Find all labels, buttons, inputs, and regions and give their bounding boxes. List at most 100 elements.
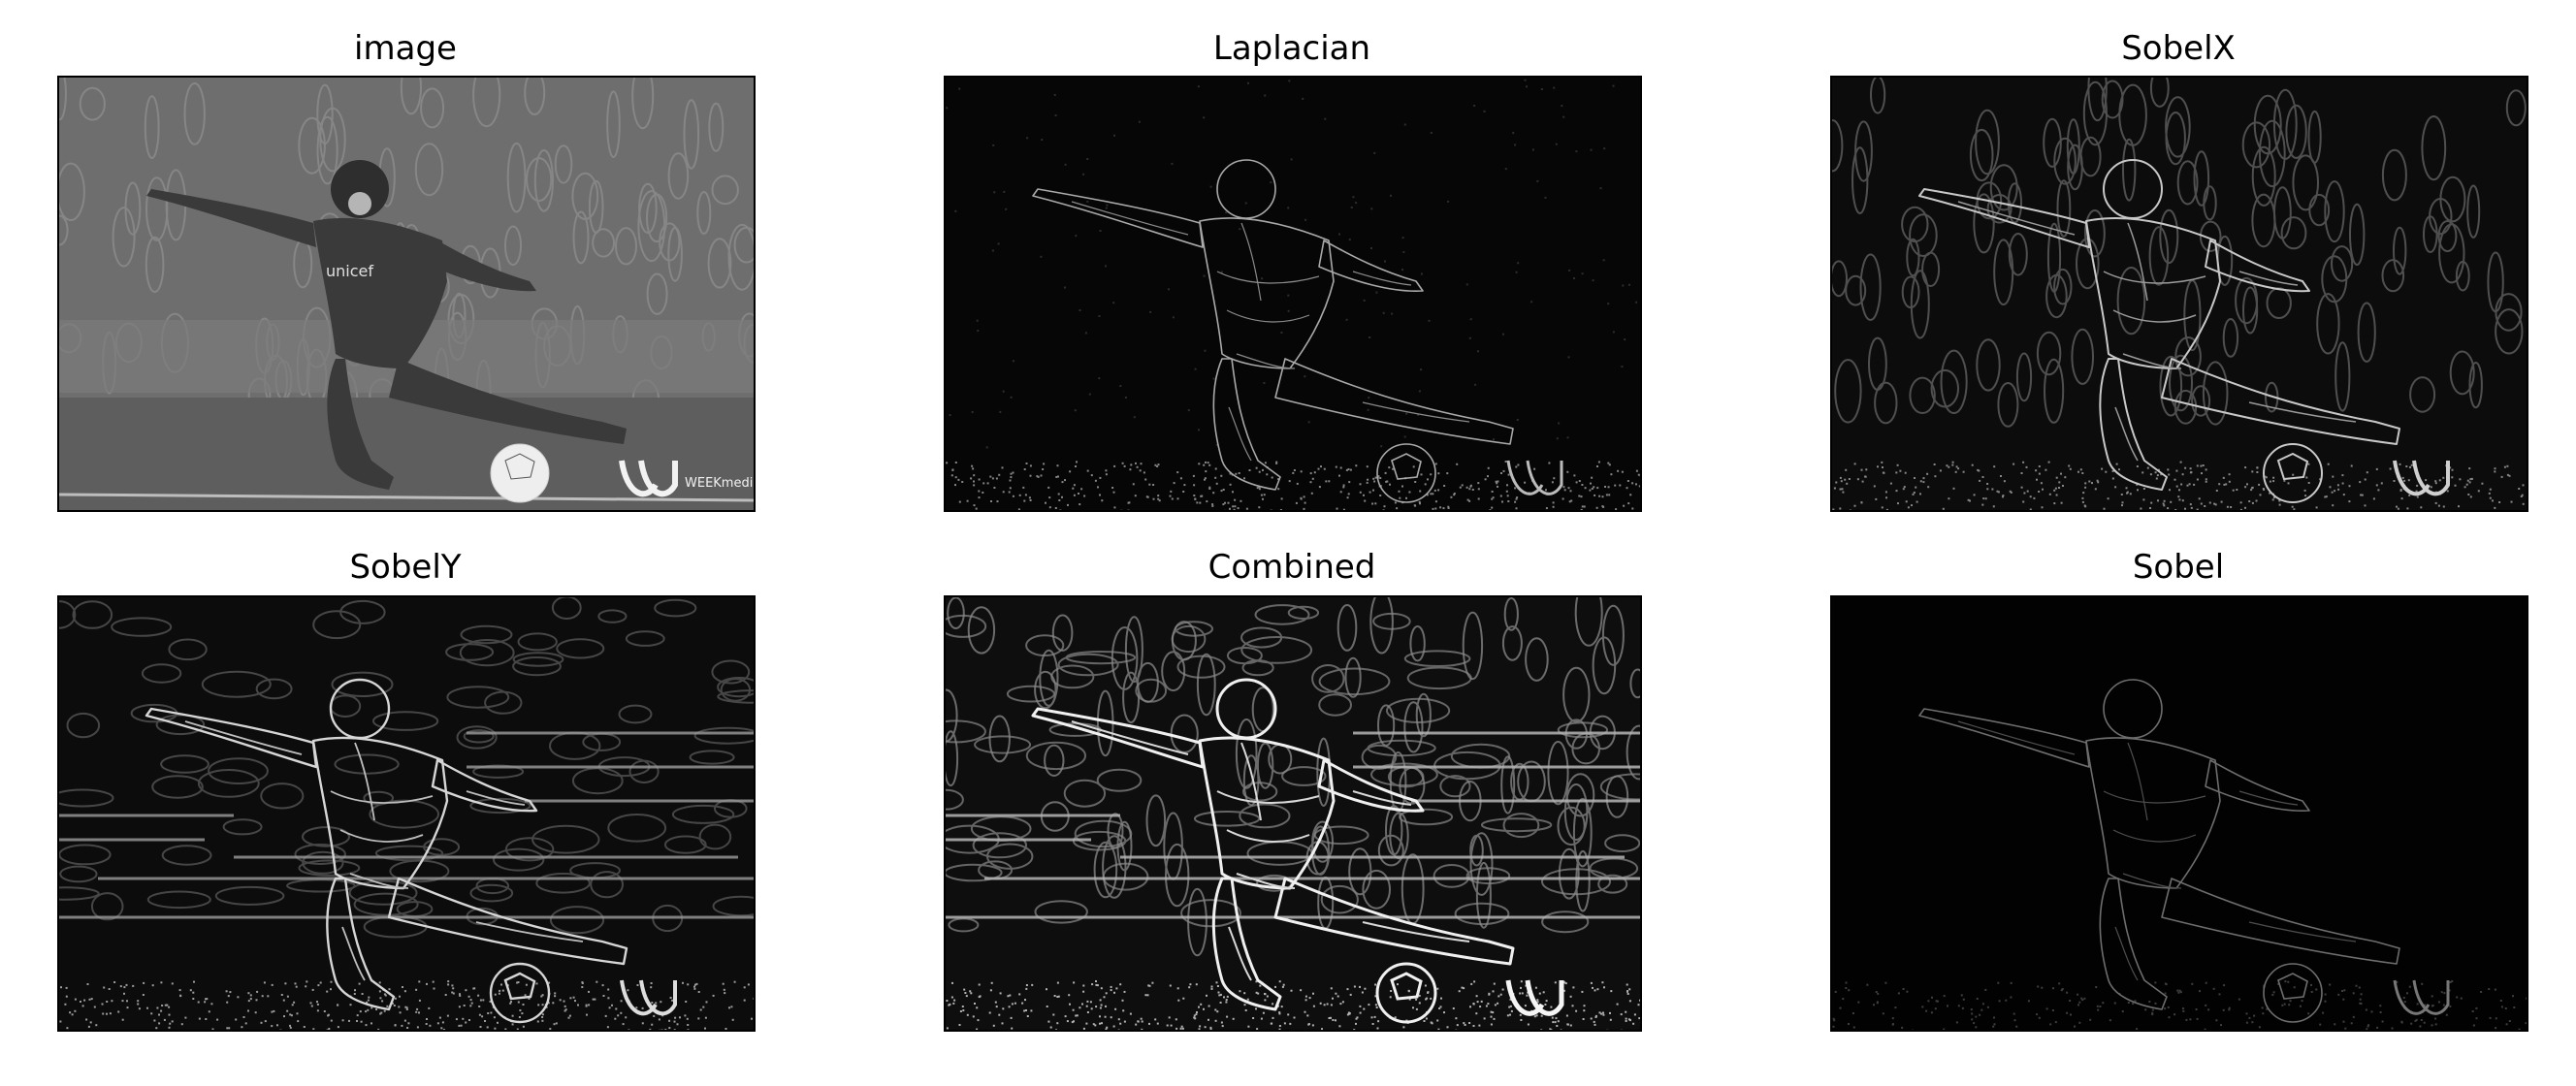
noise-speck — [1992, 505, 1995, 508]
noise-speck — [2449, 466, 2452, 469]
noise-speck — [1170, 490, 1173, 493]
pitch-line — [59, 493, 754, 502]
noise-speck — [2393, 480, 2396, 482]
noise-speck — [1281, 985, 1284, 988]
noise-speck — [975, 507, 978, 510]
noise-speck — [1009, 487, 1012, 490]
noise-speck — [1056, 464, 1059, 467]
noise-speck — [1325, 480, 1328, 483]
noise-speck — [180, 1023, 183, 1026]
noise-speck — [1472, 1003, 1475, 1006]
noise-speck — [1955, 465, 1958, 468]
crowd-edge — [2101, 80, 2124, 119]
noise-speck — [2181, 499, 2184, 502]
crowd-edge — [2122, 138, 2137, 202]
noise-speck — [1632, 1022, 1635, 1025]
noise-speck — [1148, 1022, 1150, 1025]
noise-speck — [1293, 469, 1296, 471]
noise-speck — [405, 1006, 408, 1009]
noise-speck — [1290, 158, 1293, 161]
crowd-edge — [1557, 806, 1586, 846]
noise-speck — [494, 993, 497, 996]
noise-speck — [102, 1012, 105, 1015]
noise-speck — [283, 1015, 285, 1018]
panel-title-sobely: SobelY — [349, 548, 462, 587]
noise-speck — [394, 997, 397, 1000]
noise-speck — [1517, 262, 1520, 265]
noise-speck — [1626, 487, 1628, 490]
noise-speck — [95, 1024, 98, 1027]
noise-speck — [1426, 997, 1429, 1000]
noise-speck — [1259, 984, 1262, 987]
crowd-edge — [1834, 359, 1862, 424]
noise-speck — [977, 1019, 980, 1022]
noise-speck — [1359, 483, 1362, 486]
noise-speck — [608, 1006, 611, 1009]
noise-speck — [1368, 397, 1370, 399]
noise-speck — [724, 992, 726, 995]
noise-speck — [1094, 479, 1097, 482]
noise-speck — [1575, 1009, 1578, 1012]
noise-speck — [2399, 463, 2401, 465]
noise-speck — [1948, 497, 1950, 500]
noise-speck — [1075, 465, 1077, 467]
noise-speck — [2170, 500, 2173, 503]
noise-speck — [2205, 1004, 2207, 1006]
noise-speck — [2196, 464, 2199, 467]
noise-speck — [1140, 463, 1143, 465]
noise-speck — [1371, 1023, 1374, 1025]
crowd-edge — [2015, 352, 2033, 402]
noise-speck — [1010, 396, 1013, 399]
noise-speck — [1082, 173, 1085, 176]
crowd-edge — [2066, 118, 2080, 175]
player-edge-detail — [2122, 353, 2182, 369]
noise-speck — [1204, 478, 1206, 481]
noise-speck — [1026, 1015, 1029, 1017]
noise-speck — [1638, 1017, 1640, 1020]
player-edge-detail — [1957, 201, 2076, 236]
noise-speck — [1961, 1006, 1964, 1009]
noise-speck — [1488, 993, 1491, 996]
crowd-edge — [1503, 597, 1519, 631]
noise-speck — [1452, 1007, 1455, 1009]
noise-speck — [1535, 1014, 1538, 1017]
noise-speck — [1925, 1009, 1928, 1012]
noise-speck — [1625, 1020, 1627, 1022]
crowd-edge — [389, 859, 450, 883]
noise-speck — [564, 1009, 566, 1012]
noise-speck — [1111, 487, 1114, 489]
noise-speck — [2095, 986, 2098, 988]
noise-speck — [171, 1020, 174, 1023]
crowd-edge — [1547, 741, 1569, 806]
shirt-text: unicef — [326, 262, 373, 280]
noise-speck — [1135, 462, 1137, 464]
noise-speck — [1338, 1025, 1341, 1028]
noise-speck — [126, 1006, 129, 1009]
noise-speck — [2375, 467, 2378, 470]
noise-speck — [586, 1013, 588, 1016]
noise-speck — [1375, 1006, 1378, 1008]
noise-speck — [2361, 494, 2364, 496]
noise-speck — [2344, 1027, 2347, 1030]
noise-speck — [1493, 438, 1495, 441]
noise-speck — [1877, 992, 1880, 995]
noise-speck — [1073, 494, 1076, 496]
noise-speck — [1264, 462, 1267, 464]
noise-speck — [2041, 506, 2044, 509]
crowd-edge — [2149, 78, 2170, 108]
noise-speck — [2196, 478, 2199, 481]
noise-speck — [1328, 480, 1331, 483]
player-torso — [1199, 217, 1335, 369]
noise-speck — [1895, 490, 1898, 493]
noise-speck — [1637, 1004, 1640, 1006]
crowd-edge — [1311, 820, 1335, 863]
noise-speck — [1455, 1017, 1458, 1020]
noise-speck — [655, 1002, 658, 1005]
noise-speck — [365, 1010, 368, 1013]
noise-speck — [1234, 505, 1237, 508]
noise-speck — [2334, 1023, 2336, 1026]
noise-speck — [2096, 1005, 2099, 1007]
noise-speck — [1010, 472, 1013, 475]
noise-speck — [309, 1002, 312, 1005]
noise-speck — [1304, 995, 1307, 998]
